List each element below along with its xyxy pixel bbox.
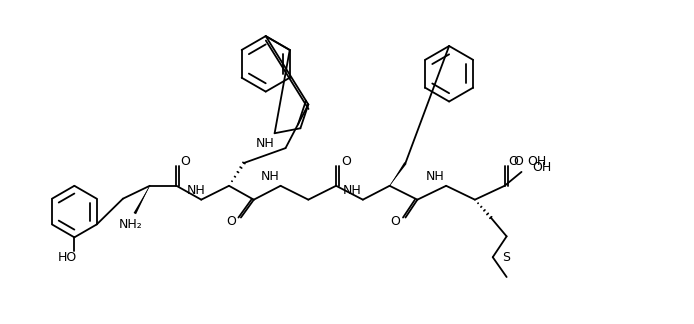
Text: O: O bbox=[341, 155, 351, 168]
Text: O: O bbox=[226, 215, 236, 228]
Text: O: O bbox=[391, 215, 400, 228]
Text: NH: NH bbox=[255, 137, 274, 150]
Text: OH: OH bbox=[532, 161, 552, 174]
Text: OH: OH bbox=[527, 155, 547, 168]
Polygon shape bbox=[134, 186, 150, 214]
Text: O: O bbox=[514, 155, 523, 168]
Text: O: O bbox=[509, 155, 518, 168]
Text: NH₂: NH₂ bbox=[119, 218, 143, 231]
Text: HO: HO bbox=[58, 251, 77, 264]
Text: NH: NH bbox=[260, 170, 279, 183]
Text: NH: NH bbox=[426, 170, 445, 183]
Text: S: S bbox=[502, 251, 509, 264]
Text: NH: NH bbox=[187, 184, 205, 197]
Polygon shape bbox=[389, 162, 407, 186]
Text: NH: NH bbox=[343, 184, 362, 197]
Text: O: O bbox=[180, 155, 190, 168]
